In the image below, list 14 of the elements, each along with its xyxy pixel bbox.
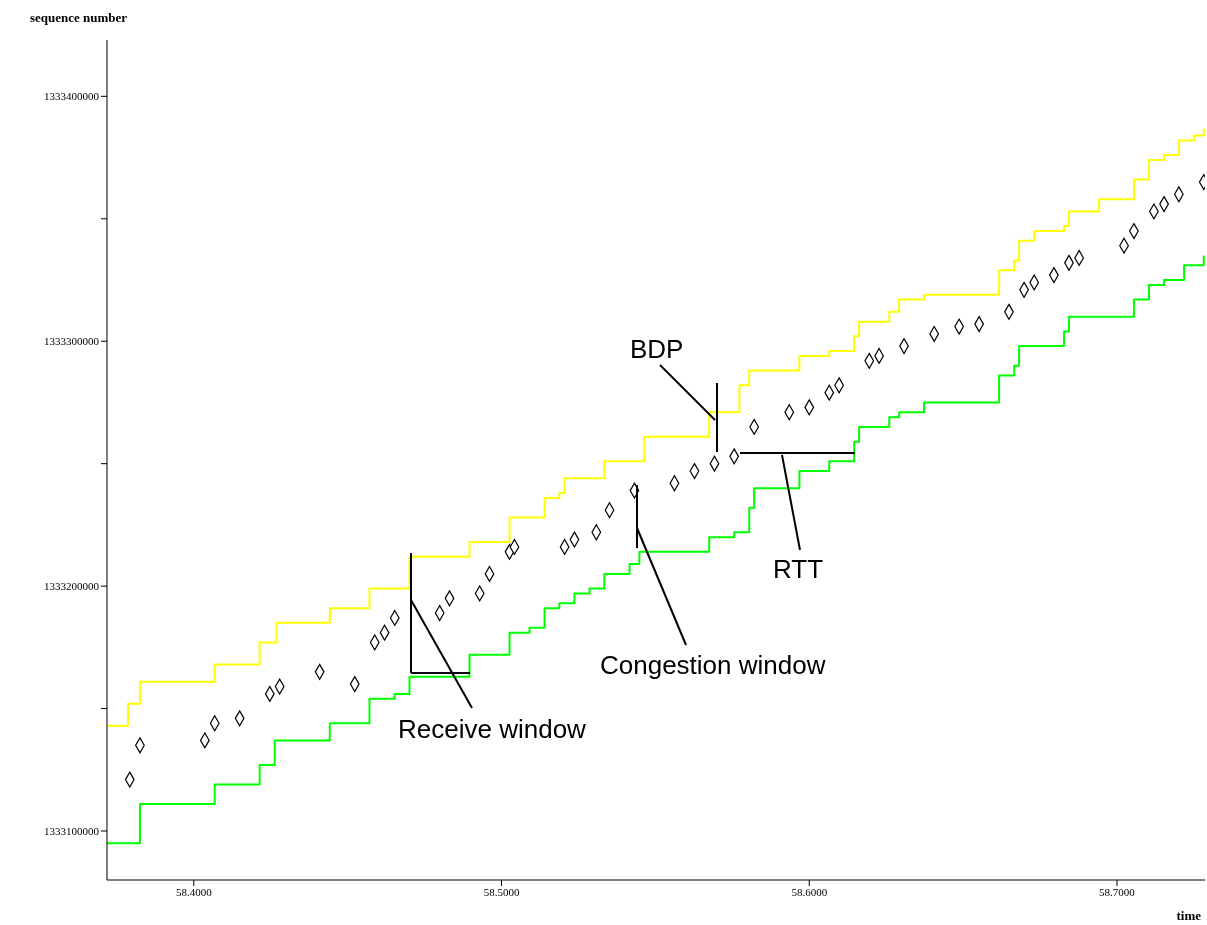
annotation: BDP [630,334,684,364]
annotation: Congestion window [600,650,826,680]
x-tick-label: 58.7000 [1099,885,1136,898]
x-tick-label: 58.4000 [175,885,213,898]
x-axis-title: time [1176,908,1201,924]
y-axis-title: sequence number [30,10,128,26]
annotation: Receive window [398,714,587,744]
y-tick-label: 1333300000 [44,335,100,348]
x-tick-label: 58.6000 [791,885,828,898]
annotation: RTT [773,554,824,584]
y-tick-label: 1333400000 [44,90,100,103]
x-tick-label: 58.5000 [483,885,520,898]
y-tick-label: 1333100000 [44,824,100,837]
y-tick-label: 1333200000 [44,580,100,593]
